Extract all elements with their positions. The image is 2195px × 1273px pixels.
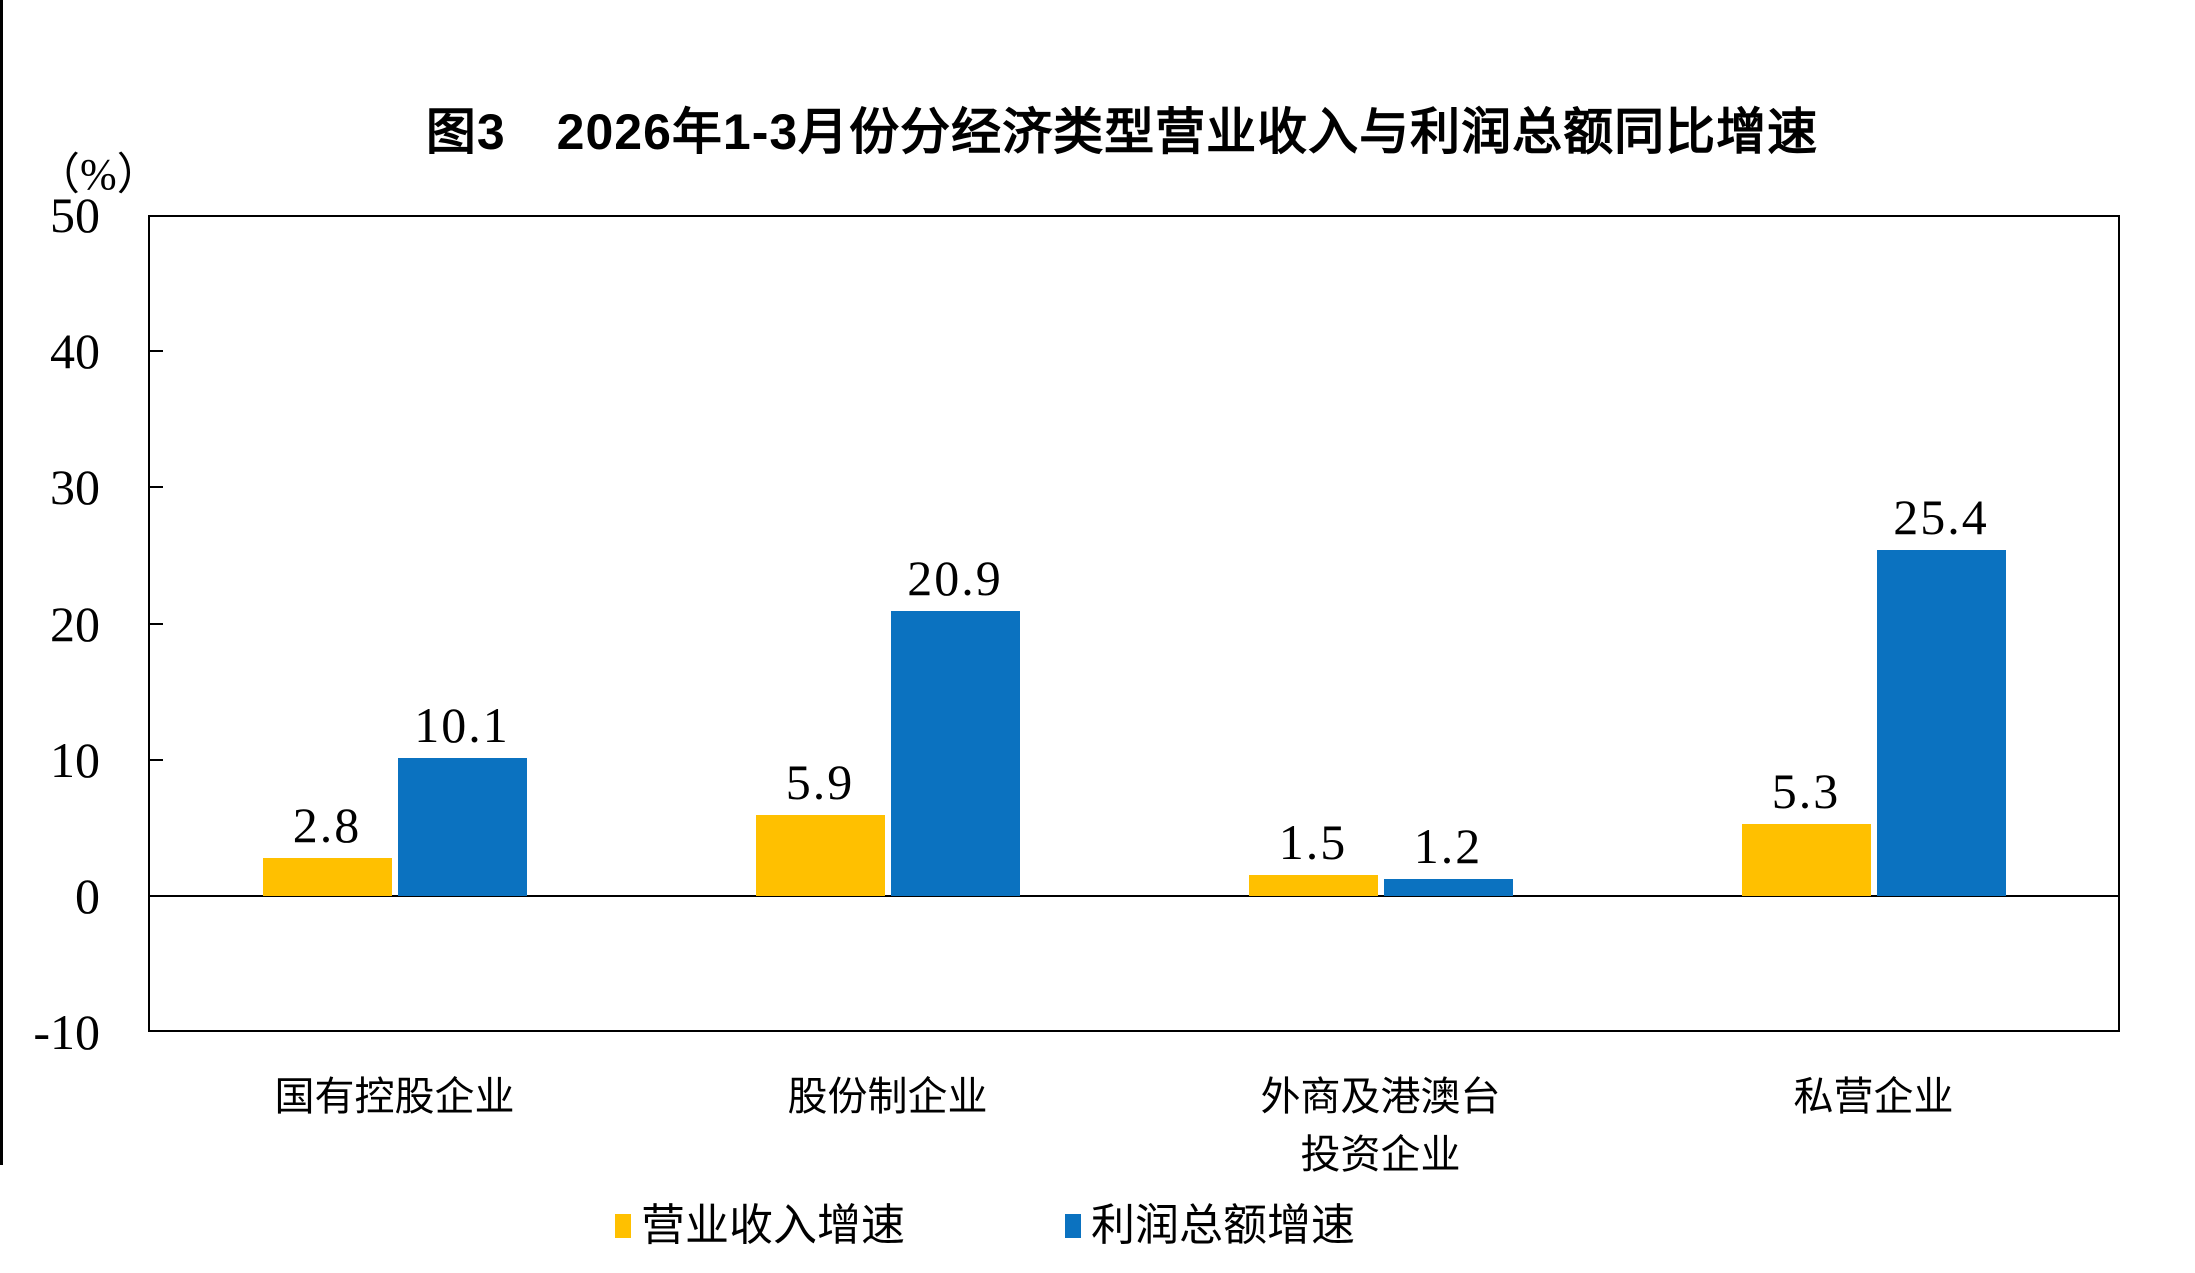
bar-value-label: 1.5 [1278, 814, 1348, 871]
zero-axis-line [148, 894, 2120, 897]
legend-label: 营业收入增速 [641, 1201, 905, 1250]
bar-profit [890, 611, 1020, 896]
legend-swatch-icon [615, 1214, 631, 1238]
bar-profit [1876, 549, 2006, 896]
bar-value-label: 25.4 [1893, 488, 1989, 545]
bar-revenue [1741, 823, 1871, 896]
bar-profit [1383, 879, 1513, 896]
chart-title: 图3 2026年1-3月份分经济类型营业收入与利润总额同比增速 [425, 104, 1819, 160]
bar-value-label: 2.8 [292, 796, 362, 853]
legend-item-revenue: 营业收入增速 [615, 1204, 905, 1248]
bar-value-label: 1.2 [1413, 818, 1483, 875]
y-axis-tick-mark [148, 758, 163, 761]
x-axis-category-label: 股份制企业 [787, 1074, 988, 1119]
x-axis-category-label: 外商及港澳台 投资企业 [1260, 1074, 1501, 1177]
bar-revenue [262, 857, 392, 896]
legend: 营业收入增速 利润总额增速 [615, 1204, 1355, 1248]
bar-value-label: 10.1 [414, 697, 510, 754]
y-axis-tick-label: 50 [50, 187, 100, 243]
bar-profit [397, 758, 527, 896]
bar-value-label: 5.3 [1771, 762, 1841, 819]
legend-label: 利润总额增速 [1091, 1201, 1355, 1250]
x-axis-category-label: 国有控股企业 [274, 1074, 515, 1119]
y-axis-tick-label: -10 [33, 1004, 100, 1060]
bar-revenue [1248, 875, 1378, 896]
y-axis-tick-mark [148, 486, 163, 489]
plot-area [148, 215, 2120, 1032]
left-border-line [0, 0, 3, 1165]
legend-swatch-icon [1065, 1214, 1081, 1238]
legend-item-profit: 利润总额增速 [1065, 1204, 1355, 1248]
y-axis-tick-mark [148, 350, 163, 353]
bar-value-label: 5.9 [785, 754, 855, 811]
y-axis-tick-label: 20 [50, 595, 100, 652]
y-axis-tick-label: 0 [75, 867, 100, 924]
y-axis-tick-label: 30 [50, 459, 100, 516]
y-axis-tick-mark [148, 622, 163, 625]
y-axis-tick-label: 10 [50, 731, 100, 788]
y-axis-tick-label: 40 [50, 323, 100, 380]
bar-revenue [755, 815, 885, 896]
y-axis-unit-label: （%） [36, 150, 161, 199]
x-axis-category-label: 私营企业 [1793, 1074, 1954, 1119]
bar-value-label: 20.9 [907, 550, 1003, 607]
